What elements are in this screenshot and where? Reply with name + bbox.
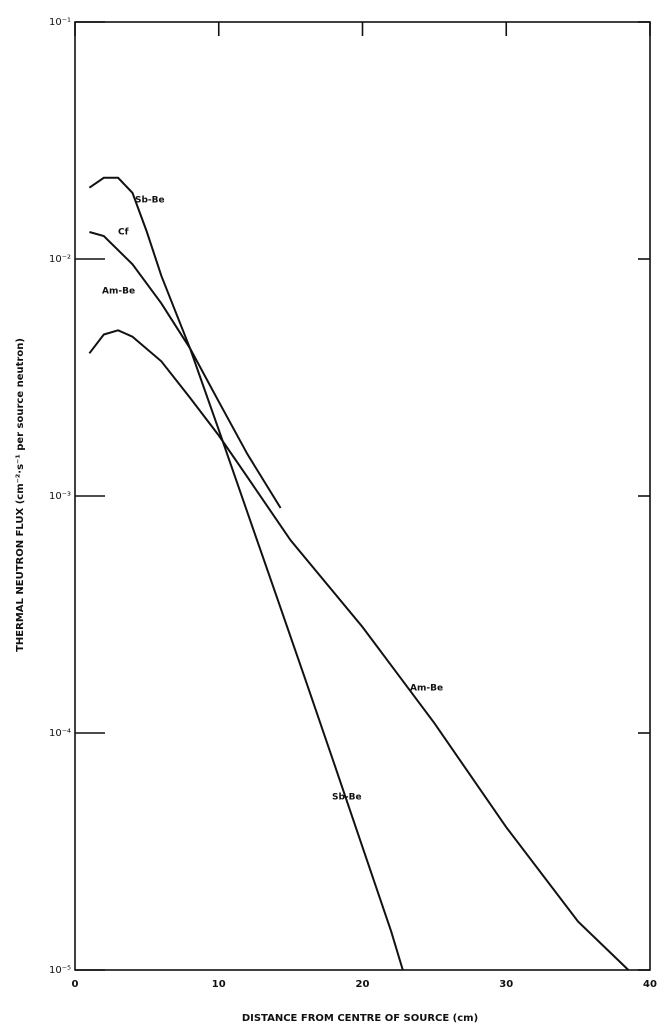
curve bbox=[89, 232, 280, 508]
y-tick-label: 10⁻⁵ bbox=[49, 965, 71, 976]
x-tick-label: 40 bbox=[643, 979, 657, 990]
x-tick-label: 10 bbox=[212, 979, 226, 990]
x-tick-label: 30 bbox=[499, 979, 513, 990]
x-tick-label: 20 bbox=[356, 979, 370, 990]
chart: DISTANCE FROM CENTRE OF SOURCE (cm) THER… bbox=[0, 0, 663, 1028]
y-tick-label: 10⁻⁴ bbox=[49, 728, 71, 739]
curve-label: Sb-Be bbox=[332, 793, 362, 803]
curve-label: Cf bbox=[118, 228, 129, 238]
y-axis-label: THERMAL NEUTRON FLUX (cm⁻²·s⁻¹ per sourc… bbox=[15, 338, 26, 652]
curve bbox=[89, 178, 402, 970]
curve bbox=[89, 330, 628, 970]
plot-frame bbox=[75, 22, 650, 970]
y-tick-label: 10⁻³ bbox=[49, 491, 71, 502]
curve-label: Sb-Be bbox=[135, 196, 165, 206]
curve-label: Am-Be bbox=[410, 684, 443, 694]
x-axis-label: DISTANCE FROM CENTRE OF SOURCE (cm) bbox=[242, 1013, 478, 1024]
x-tick-label: 0 bbox=[72, 979, 79, 990]
curve-label: Am-Be bbox=[102, 287, 135, 297]
y-tick-label: 10⁻² bbox=[49, 254, 71, 265]
y-tick-label: 10⁻¹ bbox=[49, 17, 71, 28]
